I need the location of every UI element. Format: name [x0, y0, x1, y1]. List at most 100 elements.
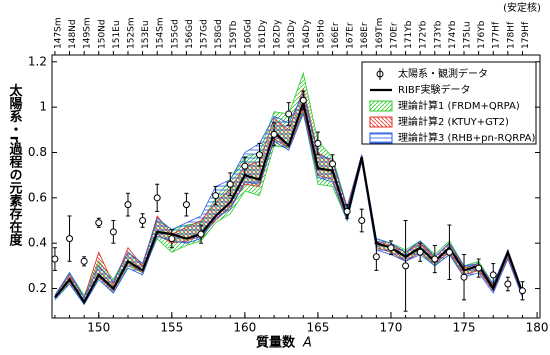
top-isotope-label: 164Dy	[302, 19, 312, 49]
plot-frame	[51, 54, 541, 319]
top-isotope-label: 166Er	[331, 22, 341, 49]
top-isotope-label: 161Dy	[258, 19, 268, 49]
band-area	[317, 154, 333, 182]
x-tick-label: 165	[306, 321, 329, 335]
top-isotope-label: 159Tb	[229, 20, 239, 49]
observed-point	[475, 264, 483, 272]
observed-point	[343, 207, 351, 215]
top-isotope-label: 163Dy	[287, 19, 297, 49]
y-axis-label: 太陽系・r過程の元素存在度	[7, 83, 24, 247]
observed-point	[168, 235, 176, 243]
x-axis-label: 質量数	[256, 335, 296, 351]
top-isotope-label: 178Hf	[506, 21, 516, 49]
top-isotope-label: 172Yb	[419, 20, 429, 49]
observed-point	[124, 201, 132, 209]
y-tick-label: 1	[39, 100, 47, 114]
top-isotope-label: 175Lu	[463, 21, 473, 49]
observed-point	[139, 217, 147, 225]
top-isotope-label: 152Sm	[126, 17, 136, 49]
legend-marker	[369, 100, 393, 112]
top-isotope-label: 149Sm	[83, 17, 93, 49]
top-isotope-label: 150Nd	[97, 19, 107, 49]
observed-point	[387, 244, 395, 252]
legend-label: 太陽系・観測データ	[398, 67, 488, 80]
top-isotope-label: 153Eu	[141, 20, 151, 49]
top-isotope-label: 160Gd	[243, 19, 253, 49]
top-isotope-label: 173Yb	[433, 20, 443, 49]
observed-point	[153, 194, 161, 202]
top-isotope-label: 169Tm	[375, 18, 385, 49]
top-isotope-label: 151Eu	[112, 20, 122, 49]
x-tick-label: 170	[380, 321, 403, 335]
x-tick-label: 160	[233, 321, 256, 335]
top-isotope-label: 157Gd	[200, 19, 210, 49]
observed-point	[504, 280, 512, 288]
top-isotope-label: 167Er	[346, 22, 356, 49]
top-isotope-label: 174Yb	[448, 20, 458, 49]
observed-point	[402, 262, 410, 270]
legend-marker	[369, 116, 393, 128]
observed-point	[197, 230, 205, 238]
y-tick-label: 0.4	[28, 236, 47, 250]
observed-point	[431, 255, 439, 263]
observed-point	[80, 257, 88, 265]
top-isotope-label: 179Hf	[521, 21, 531, 49]
y-tick-label: 1.2	[28, 54, 47, 68]
top-isotope-label: 171Yb	[404, 20, 414, 49]
observed-point	[445, 248, 453, 256]
observed-point	[358, 217, 366, 225]
observed-point	[66, 235, 74, 243]
observed-point	[489, 271, 497, 279]
legend-label: 理論計算2 (KTUY+GT2)	[398, 115, 509, 128]
observed-point	[226, 180, 234, 188]
x-tick-label: 155	[160, 321, 183, 335]
x-axis-var: A	[302, 336, 312, 351]
top-isotope-label: 176Yb	[477, 20, 487, 49]
top-isotope-label: 147Sm	[53, 17, 63, 49]
top-isotope-label: 158Gd	[214, 19, 224, 49]
observed-point	[329, 160, 337, 168]
legend-label: 理論計算1 (FRDM+QRPA)	[398, 99, 520, 112]
ribf-line	[54, 98, 524, 305]
x-tick-label: 175	[453, 321, 476, 335]
observed-point	[372, 253, 380, 261]
observed-point	[241, 162, 249, 170]
top-isotope-label: 156Gd	[185, 19, 195, 49]
top-isotope-label: 154Sm	[156, 17, 166, 49]
observed-point	[518, 287, 526, 295]
top-isotope-label: 177Hf	[492, 21, 502, 49]
top-isotope-label: 165Ho	[316, 19, 326, 49]
top-note: (安定核)	[503, 1, 541, 14]
observed-point	[95, 219, 103, 227]
band-edge	[54, 112, 523, 306]
legend-marker	[369, 132, 393, 144]
legend-label: RIBF実験データ	[398, 83, 471, 96]
y-tick-label: 0.8	[28, 145, 47, 159]
top-isotope-label: 168Er	[360, 22, 370, 49]
band-area	[157, 218, 172, 241]
observed-point	[182, 201, 190, 209]
observed-point	[255, 151, 263, 159]
top-isotope-label: 162Dy	[273, 19, 283, 49]
top-isotope-label: 170Er	[389, 22, 399, 49]
top-isotope-label: 155Gd	[170, 19, 180, 49]
legend-label: 理論計算3 (RHB+pn-RQRPA)	[398, 131, 535, 144]
observed-point	[109, 228, 117, 236]
observed-point	[51, 255, 59, 263]
band-area	[215, 179, 231, 219]
observed-point	[212, 192, 220, 200]
y-tick-label: 0.2	[28, 281, 47, 295]
observed-point	[314, 139, 322, 147]
x-tick-label: 180	[526, 321, 549, 335]
x-tick-label: 150	[87, 321, 110, 335]
top-isotope-label: 148Nd	[68, 19, 78, 49]
band-area	[201, 186, 216, 239]
observed-point	[416, 248, 424, 256]
y-tick-label: 0.6	[28, 190, 47, 204]
observed-point	[285, 110, 293, 118]
observed-point	[270, 130, 278, 138]
observed-point	[299, 96, 307, 104]
band-area	[244, 143, 260, 185]
observed-point	[460, 273, 468, 281]
